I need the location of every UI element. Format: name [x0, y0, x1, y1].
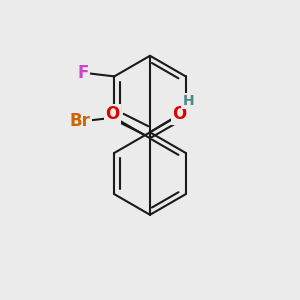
Text: O: O [172, 105, 187, 123]
Text: F: F [77, 64, 88, 82]
Text: H: H [182, 94, 194, 108]
Text: Br: Br [70, 112, 91, 130]
Text: O: O [105, 105, 119, 123]
